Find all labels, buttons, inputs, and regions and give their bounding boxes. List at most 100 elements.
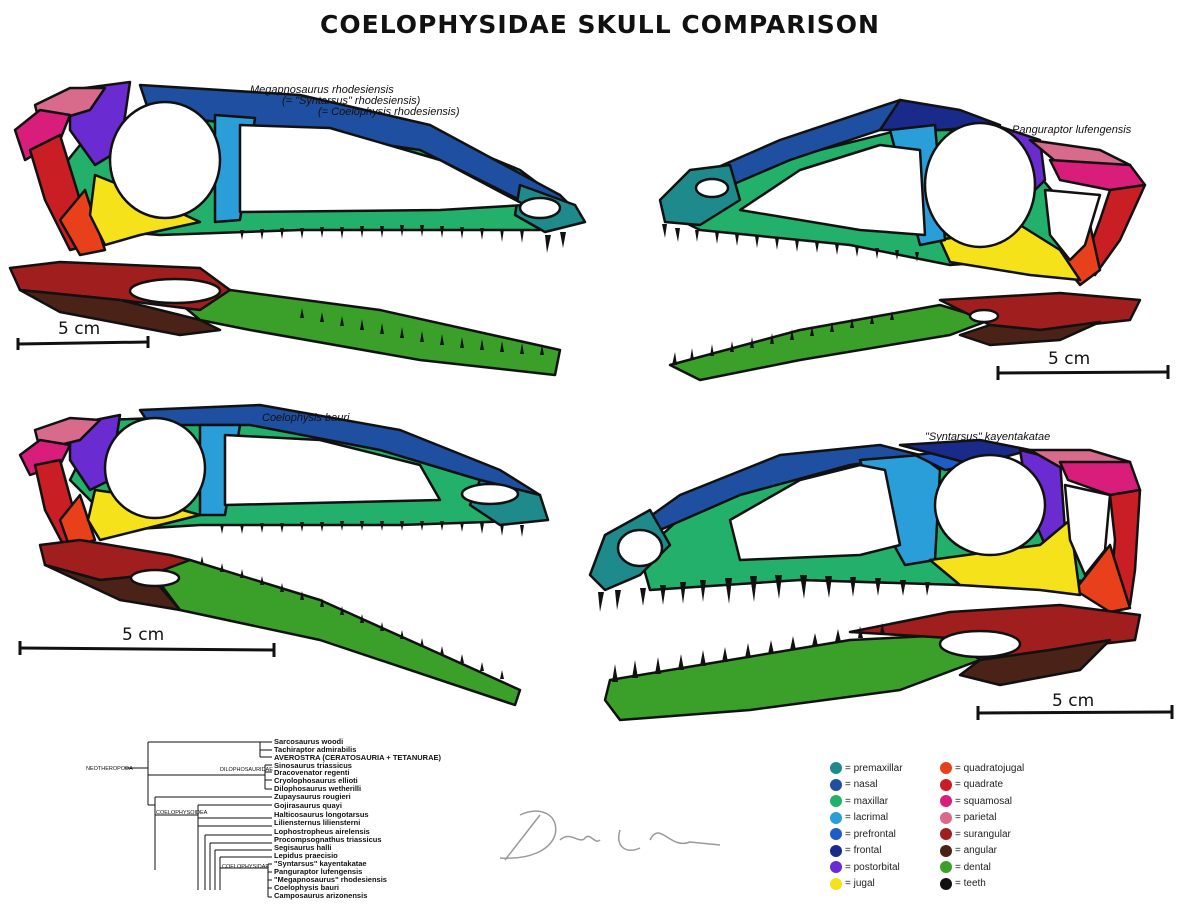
infratemporal-opening (1063, 483, 1112, 577)
legend-label: = jugal (845, 878, 875, 889)
legend-swatch (830, 762, 842, 774)
legend-label: = quadrate (955, 779, 1004, 790)
legend-item: = prefrontal (830, 826, 896, 842)
legend-label: = parietal (955, 812, 997, 823)
name-coelophysis: Coelophysis bauri (262, 412, 350, 424)
legend-item: = dental (940, 859, 991, 875)
antorbital-fenestra (738, 143, 927, 237)
scale-bar-panguraptor (996, 365, 1170, 380)
legend-label: = dental (955, 861, 991, 873)
mandibular-fenestra (968, 308, 1000, 324)
orbit-opening (103, 416, 207, 520)
name-kayentakatae: "Syntarsus" kayentakatae (925, 431, 1050, 443)
angular-bone (18, 288, 222, 337)
taxon-label: Sinosaurus triassicus (274, 761, 352, 770)
name-megapnosaurus-3: (= Coelophysis rhodesiensis) (318, 106, 460, 118)
name-megapnosaurus-1: Megapnosaurus rhodesiensis (250, 84, 394, 96)
quadratojugal-bone (58, 188, 107, 257)
taxon-label: Camposaurus arizonensis (274, 891, 367, 900)
naris-opening (694, 177, 730, 199)
clade-coelophysidae: COELOPHYSIDAE (222, 864, 269, 870)
legend-item: = surangular (940, 826, 1011, 842)
legend-swatch (830, 877, 842, 890)
legend-label: = nasal (845, 779, 878, 790)
legend-item: = squamosal (940, 793, 1012, 809)
legend-item: = teeth (940, 876, 986, 892)
name-megapnosaurus-2: (= "Syntarsus" rhodesiensis) (282, 95, 421, 107)
dental-bone (148, 558, 522, 707)
taxon-label: Procompsognathus triassicus (274, 835, 382, 844)
legend-label: = surangular (955, 828, 1011, 840)
cladogram-taxa: Sarcosaurus woodi Tachiraptor admirabili… (274, 737, 442, 900)
lower-jaw-kayentakatae (603, 603, 1142, 722)
taxon-label: Zupaysaurus rougieri (274, 792, 351, 801)
skull-megapnosaurus (13, 80, 587, 257)
legend-swatch (830, 844, 842, 857)
taxon-label: "Megapnosaurus" rhodesiensis (274, 875, 387, 884)
taxon-label: Panguraptor lufengensis (274, 867, 362, 876)
legend-label: = teeth (955, 878, 986, 889)
legend-label: = frontal (845, 845, 882, 856)
lower-teeth-panguraptor (672, 311, 894, 365)
taxon-label: Tachiraptor admirabilis (274, 745, 356, 754)
mandibular-fenestra (938, 629, 1022, 659)
taxon-label: Lepidus praecisio (274, 851, 338, 860)
infratemporal-opening (1043, 188, 1102, 262)
scale-label-coelophysis: 5 cm (122, 625, 164, 645)
taxon-label: Segisaurus halli (274, 843, 332, 852)
legend-label: = quadratojugal (955, 762, 1025, 774)
quadratojugal-bone (58, 493, 97, 550)
lower-teeth-kayentakatae (612, 623, 885, 682)
upper-teeth-kayentakatae (598, 575, 930, 612)
clade-dilophosauridae: DILOPHOSAURIDAE (220, 767, 273, 773)
taxon-label: Halticosaurus longotarsus (274, 810, 369, 819)
taxon-label: Gojirasaurus quayi (274, 801, 342, 810)
taxon-label: Dilophosaurus wetherilli (274, 784, 361, 793)
legend-item: = quadratojugal (940, 760, 1024, 776)
legend-label: = squamosal (955, 795, 1012, 807)
scale-label-panguraptor: 5 cm (1048, 349, 1090, 369)
legend-label: = postorbital (845, 861, 900, 873)
angular-bone (958, 320, 1102, 347)
legend-swatch (830, 778, 842, 791)
clade-neotheropoda: NEOTHEROPODA (86, 766, 133, 772)
signature (499, 810, 721, 861)
legend-item: = quadrate (940, 777, 1003, 793)
cladogram-branches (125, 741, 272, 898)
dental-bone (603, 633, 982, 722)
mandibular-fenestra (129, 568, 181, 588)
legend-label: = lacrimal (845, 812, 889, 823)
orbit-opening (923, 121, 1037, 249)
naris-opening (518, 196, 562, 220)
legend-label: = angular (955, 845, 997, 856)
taxon-label: Dracovenator regenti (274, 768, 349, 777)
orbit-opening (933, 453, 1047, 557)
legend-swatch (940, 811, 952, 824)
skull-coelophysis (18, 403, 550, 550)
naris-opening (460, 482, 520, 506)
taxon-label: Coelophysis bauri (274, 883, 339, 892)
legend-item: = jugal (830, 876, 875, 892)
legend-swatch (940, 762, 952, 774)
legend-item: = nasal (830, 777, 878, 793)
dental-bone (168, 288, 562, 377)
taxon-label: Sarcosaurus woodi (274, 737, 343, 746)
lower-jaw-coelophysis (38, 538, 522, 707)
legend-item: = maxillar (830, 793, 888, 809)
page-title: COELOPHYSIDAE SKULL COMPARISON (320, 10, 880, 39)
legend-label: = maxillar (845, 795, 889, 807)
lower-jaw-megapnosaurus (8, 260, 562, 377)
legend-label: = premaxillar (845, 762, 903, 774)
taxon-label: AVEROSTRA (CERATOSAURIA + TETANURAE) (274, 753, 442, 762)
scale-bar-coelophysis (18, 641, 276, 657)
name-panguraptor: Panguraptor lufengensis (1012, 124, 1132, 136)
antorbital-fenestra (728, 463, 902, 562)
legend-item: = angular (940, 843, 997, 859)
mandibular-fenestra (128, 277, 222, 305)
legend-swatch (940, 877, 952, 890)
legend-swatch (830, 811, 842, 824)
legend-label: = prefrontal (845, 828, 896, 840)
clade-coelophysoidea: COELOPHYSOIDEA (156, 810, 208, 816)
legend-swatch (940, 828, 952, 840)
